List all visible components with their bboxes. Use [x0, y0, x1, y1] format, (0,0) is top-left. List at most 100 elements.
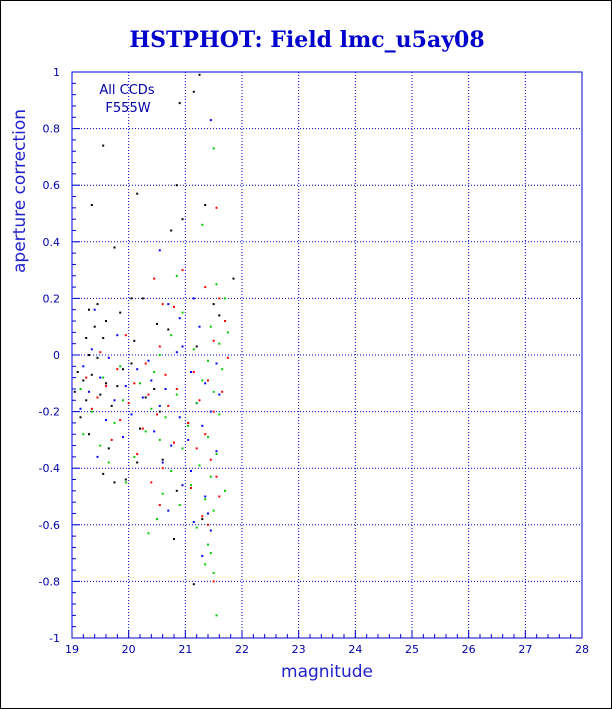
y-tick-label: -0.2 — [39, 406, 60, 419]
data-point — [147, 532, 150, 535]
data-point — [130, 297, 133, 300]
data-point — [99, 351, 102, 354]
data-point — [192, 583, 195, 586]
data-point — [224, 320, 226, 322]
data-point — [141, 297, 144, 300]
data-point — [181, 218, 184, 221]
data-point — [207, 436, 209, 439]
data-point — [204, 382, 207, 385]
data-point — [73, 390, 76, 393]
grid-lines — [72, 72, 582, 638]
data-point — [156, 518, 158, 521]
data-point — [198, 399, 201, 402]
data-point — [178, 504, 181, 506]
data-point — [158, 354, 161, 356]
data-point — [178, 317, 181, 320]
data-point — [175, 351, 178, 354]
data-point — [195, 345, 198, 348]
x-tick-label: 23 — [292, 643, 306, 656]
data-points — [73, 73, 235, 617]
y-tick-label: 0.4 — [43, 236, 61, 249]
data-point — [99, 393, 102, 396]
data-point — [212, 509, 215, 512]
data-point — [215, 206, 218, 209]
data-point — [192, 297, 195, 300]
data-point — [215, 450, 218, 453]
data-point — [150, 379, 153, 382]
x-tick-label: 28 — [575, 643, 589, 656]
data-point — [212, 580, 215, 583]
data-point — [218, 413, 221, 416]
data-point — [147, 393, 150, 396]
data-point — [207, 523, 209, 526]
data-point — [181, 345, 184, 348]
data-point — [209, 529, 212, 532]
data-point — [102, 472, 105, 475]
data-point — [173, 305, 175, 308]
data-point — [204, 563, 207, 566]
data-point — [190, 487, 192, 489]
data-point — [99, 376, 102, 379]
data-point — [201, 518, 204, 521]
data-point — [161, 303, 164, 306]
data-point — [170, 229, 173, 232]
annotation-filter: F555W — [105, 101, 150, 116]
data-point — [218, 393, 221, 396]
data-point — [212, 339, 215, 342]
data-point — [175, 489, 178, 492]
data-point — [164, 388, 167, 390]
data-point — [198, 73, 201, 76]
data-point — [215, 362, 218, 365]
data-point — [187, 438, 190, 441]
data-point — [90, 373, 93, 376]
data-point — [173, 538, 175, 540]
y-tick-label: 0.6 — [43, 179, 61, 192]
data-point — [139, 427, 141, 430]
data-point — [113, 399, 116, 402]
data-point — [90, 410, 93, 413]
data-point — [113, 481, 116, 484]
data-point — [119, 419, 122, 422]
data-point — [212, 571, 215, 574]
data-point — [175, 184, 178, 187]
data-point — [122, 399, 124, 402]
x-tick-label: 19 — [65, 643, 79, 656]
data-point — [215, 614, 218, 617]
data-point — [107, 447, 110, 450]
data-point — [133, 455, 136, 458]
data-point — [105, 320, 107, 322]
data-point — [167, 328, 170, 331]
chart-title: HSTPHOT: Field lmc_u5ay08 — [129, 27, 484, 53]
data-point — [102, 144, 105, 147]
data-point — [209, 475, 212, 478]
data-point — [164, 416, 167, 419]
data-point — [224, 489, 226, 492]
y-tick-label: -0.4 — [39, 462, 60, 475]
data-point — [164, 373, 167, 376]
data-point — [187, 421, 190, 424]
data-point — [175, 388, 178, 390]
data-point — [170, 470, 173, 472]
data-point — [153, 277, 156, 280]
data-point — [141, 427, 144, 430]
data-point — [209, 410, 212, 413]
data-point — [195, 526, 198, 529]
data-point — [212, 147, 215, 150]
data-point — [88, 354, 90, 356]
data-point — [79, 407, 82, 410]
data-point — [90, 204, 93, 206]
data-point — [136, 192, 139, 195]
data-point — [198, 464, 201, 467]
y-axis-label: aperture correction — [10, 109, 30, 273]
data-point — [204, 286, 207, 289]
data-point — [127, 402, 130, 405]
data-point — [218, 297, 221, 300]
data-point — [105, 382, 107, 385]
data-point — [150, 481, 153, 484]
data-point — [124, 385, 127, 388]
y-tick-label: 1 — [53, 66, 60, 79]
data-point — [204, 433, 207, 436]
data-point — [192, 371, 195, 373]
data-point — [221, 368, 224, 371]
